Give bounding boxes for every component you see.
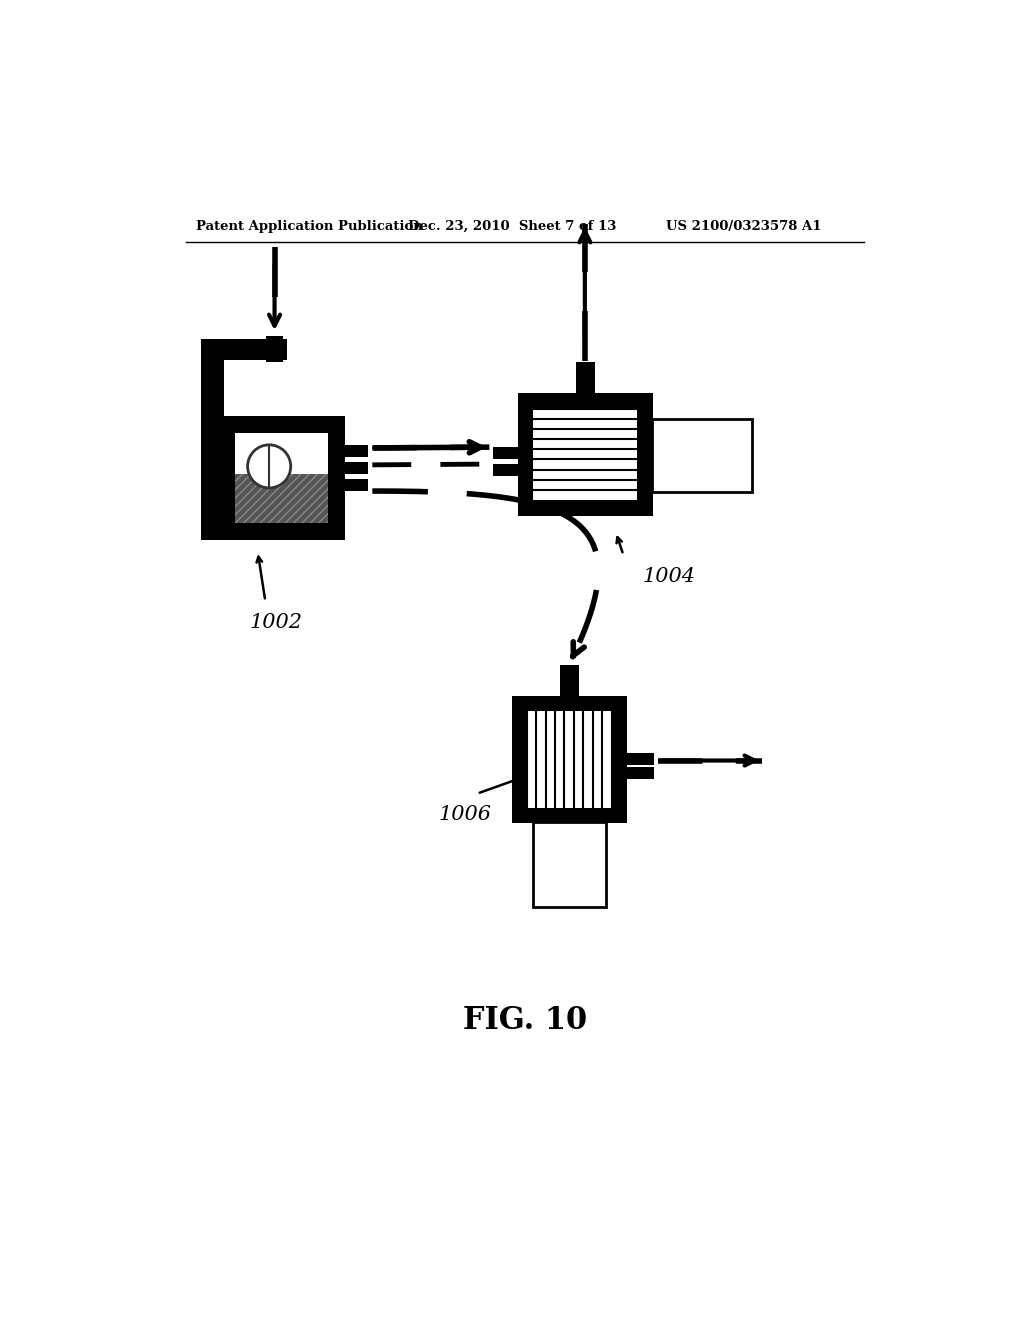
Bar [575,363,595,393]
Bar [201,339,223,540]
Bar [217,416,345,540]
Bar [652,418,752,492]
Text: 1006: 1006 [438,805,492,824]
Circle shape [248,445,291,488]
Bar [344,462,369,474]
Bar [234,474,328,523]
Bar [534,822,606,907]
Bar [344,479,369,491]
Bar [527,711,611,808]
Text: Dec. 23, 2010  Sheet 7 of 13: Dec. 23, 2010 Sheet 7 of 13 [408,219,616,232]
Text: US 2100/0323578 A1: US 2100/0323578 A1 [666,219,821,232]
Text: 1002: 1002 [250,612,303,632]
Bar [560,665,580,696]
Bar [494,465,518,477]
Text: Patent Application Publication: Patent Application Publication [196,219,423,232]
Bar [494,447,518,459]
Bar [512,696,628,822]
Bar [518,393,652,516]
Text: 1004: 1004 [643,566,695,586]
Bar [628,767,654,779]
Bar [266,335,283,363]
Bar [201,339,287,360]
Bar [534,409,637,502]
Bar [234,433,328,523]
Bar [628,752,654,766]
Text: FIG. 10: FIG. 10 [463,1006,587,1036]
Bar [344,445,369,457]
